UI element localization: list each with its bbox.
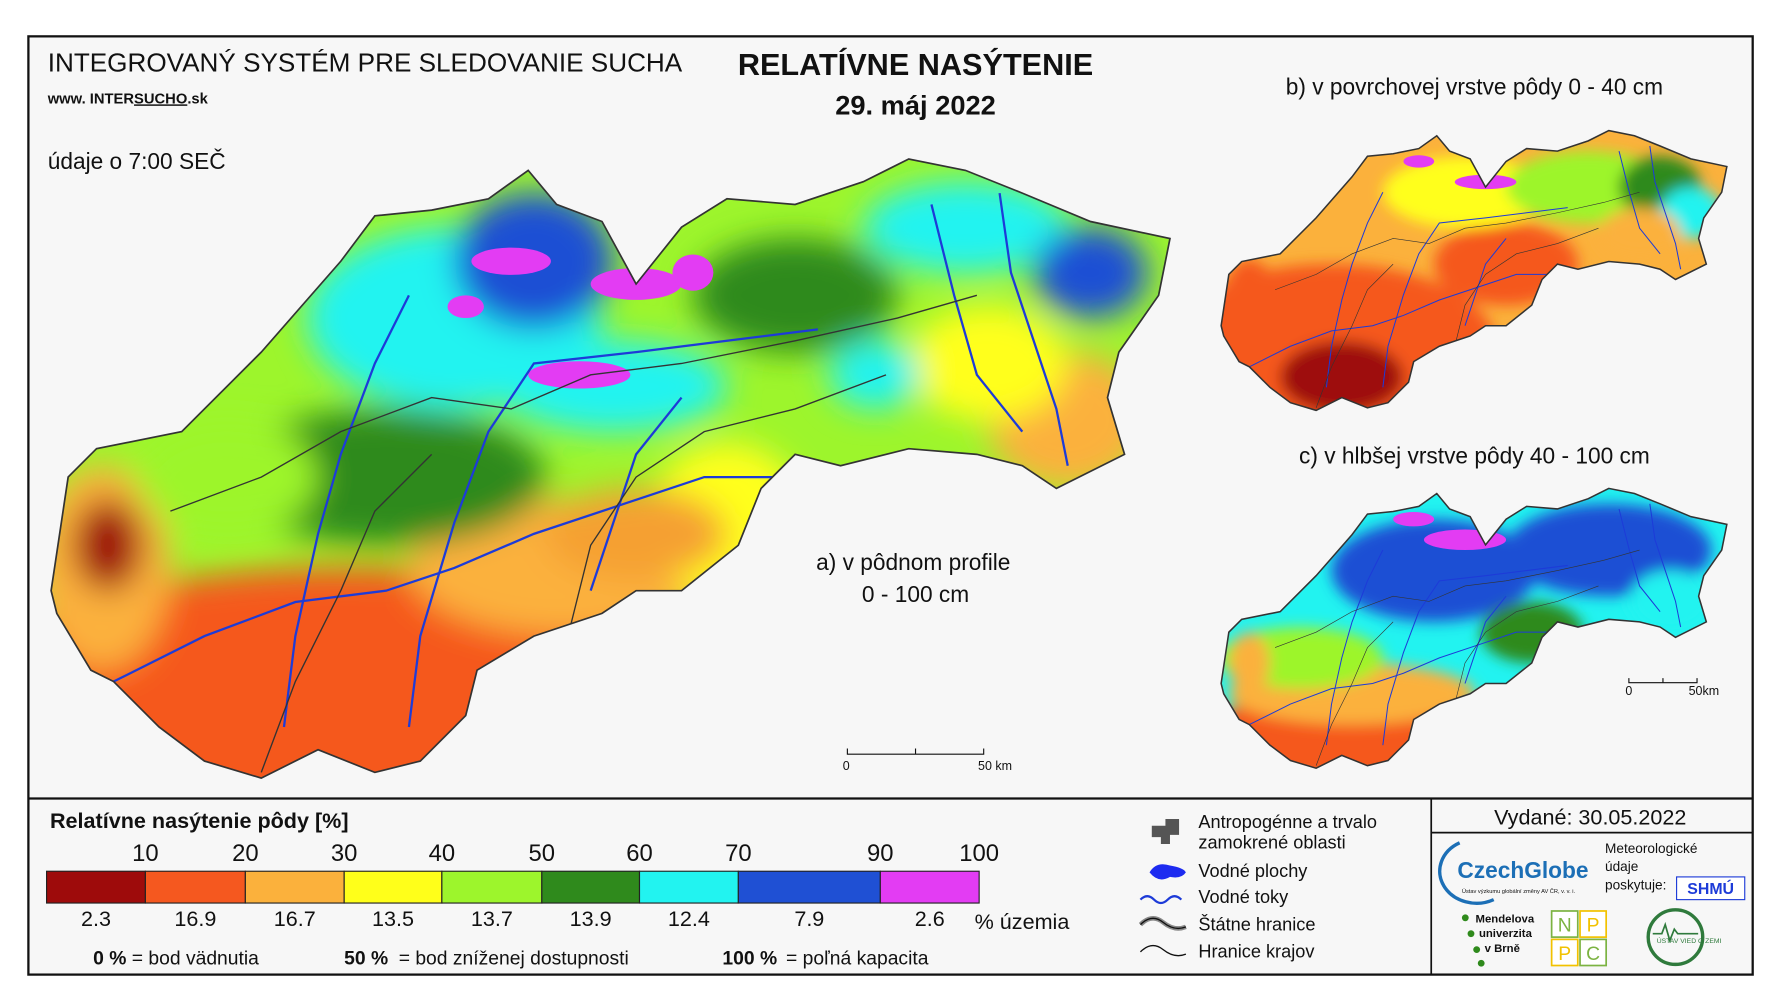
mendel-logo: v Brně bbox=[1485, 943, 1520, 955]
website-prefix: www. INTER bbox=[47, 91, 135, 107]
shmu-box bbox=[1676, 876, 1746, 901]
note-key: 100 % bbox=[722, 948, 777, 969]
legend-bound: 50 bbox=[529, 840, 556, 867]
legend-share: 2.3 bbox=[81, 906, 111, 931]
website-brand: SUCHO bbox=[134, 91, 187, 107]
legend-share: 2.6 bbox=[915, 906, 945, 931]
symbol-label: Antropogénne a trvalo bbox=[1198, 812, 1377, 832]
legend-swatch bbox=[737, 870, 881, 904]
logos: CzechGlobe Ústav výzkumu globální změny … bbox=[1438, 841, 1746, 967]
symbol-label: Vodné toky bbox=[1198, 887, 1289, 907]
nppc-letter: N bbox=[1558, 915, 1572, 936]
nppc-letter: P bbox=[1558, 944, 1571, 965]
legend-bound: 40 bbox=[429, 840, 456, 867]
czechglobe-subtitle: Ústav výzkumu globální změny AV ČR, v. v… bbox=[1462, 888, 1576, 895]
legend-swatch bbox=[638, 870, 739, 904]
legend-swatch bbox=[144, 870, 246, 904]
meteo-note: Meteorologické bbox=[1605, 841, 1697, 856]
meteo-note: údaje bbox=[1605, 859, 1638, 874]
nppc-cell bbox=[1579, 938, 1608, 967]
scale-bar bbox=[846, 748, 985, 755]
nppc-cell bbox=[1550, 938, 1579, 967]
czechglobe-arc bbox=[1438, 841, 1495, 905]
date: 29. máj 2022 bbox=[835, 90, 996, 121]
legend-swatch bbox=[244, 870, 345, 904]
note-text: = poľná kapacita bbox=[786, 948, 929, 969]
legend-share: 16.9 bbox=[174, 906, 216, 931]
scale-bar bbox=[1628, 678, 1698, 684]
mendel-logo: Mendelova bbox=[1476, 913, 1535, 925]
nppc-letter: P bbox=[1587, 915, 1600, 936]
legend-bound: 10 bbox=[132, 840, 159, 867]
uvz-ring bbox=[1646, 908, 1705, 967]
time-note: údaje o 7:00 SEČ bbox=[48, 148, 226, 174]
title: RELATÍVNE NASÝTENIE bbox=[738, 47, 1093, 82]
symbol-label: Štátne hranice bbox=[1198, 913, 1315, 934]
symbol-label: zamokrené oblasti bbox=[1198, 833, 1345, 853]
uvz-logo: ÚSTAV VIED O ZEMI bbox=[1657, 936, 1722, 945]
note-key: 50 % bbox=[344, 948, 388, 969]
legend-share: 13.5 bbox=[372, 906, 414, 931]
note-text: = bod zníženej dostupnosti bbox=[399, 948, 629, 969]
legend-bound: 70 bbox=[725, 840, 752, 867]
legend-share: 13.9 bbox=[570, 906, 612, 931]
legend-share: 16.7 bbox=[274, 906, 316, 931]
website: www. INTERSUCHO.sk bbox=[47, 91, 209, 107]
symbol-label: Hranice krajov bbox=[1198, 942, 1315, 962]
legend-bound: 90 bbox=[867, 840, 894, 867]
scale-label: 0 bbox=[843, 759, 850, 773]
map-a-label: 0 - 100 cm bbox=[862, 581, 969, 607]
map-a-label: a) v pôdnom profile bbox=[816, 549, 1010, 575]
share-unit: % územia bbox=[975, 909, 1070, 934]
legend-share: 13.7 bbox=[471, 906, 513, 931]
river-icon bbox=[1139, 895, 1183, 905]
legend-bound: 30 bbox=[331, 840, 358, 867]
system-name: INTEGROVANÝ SYSTÉM PRE SLEDOVANIE SUCHA bbox=[48, 48, 683, 78]
scale-label: 0 bbox=[1625, 684, 1632, 698]
water-icon bbox=[1149, 864, 1186, 880]
legend-bound: 20 bbox=[232, 840, 259, 867]
map-b-label: b) v povrchovej vrstve pôdy 0 - 40 cm bbox=[1286, 73, 1663, 99]
legend-swatch bbox=[46, 870, 146, 904]
issued-date: Vydané: 30.05.2022 bbox=[1494, 805, 1686, 830]
anthropogenic-icon bbox=[1151, 818, 1180, 844]
note-text: = bod vädnutia bbox=[132, 948, 259, 969]
website-suffix: .sk bbox=[187, 91, 208, 107]
note-key: 0 % bbox=[93, 948, 126, 969]
legend-share: 7.9 bbox=[794, 906, 824, 931]
legend-title: Relatívne nasýtenie pôdy [%] bbox=[50, 808, 349, 833]
legend-bound: 100 bbox=[959, 840, 999, 867]
region-border-icon bbox=[1139, 944, 1187, 957]
mendel-logo: univerzita bbox=[1479, 928, 1533, 940]
legend-share: 12.4 bbox=[668, 906, 710, 931]
symbol-label: Vodné plochy bbox=[1198, 861, 1308, 881]
nppc-logo: N PP C bbox=[1550, 910, 1608, 967]
nppc-letter: C bbox=[1586, 944, 1600, 965]
scale-label: 50km bbox=[1689, 684, 1720, 698]
czechglobe-logo: CzechGlobe bbox=[1457, 857, 1588, 883]
meteo-note: poskytuje: bbox=[1605, 877, 1666, 892]
nppc-cell bbox=[1579, 910, 1608, 938]
legend-swatch bbox=[541, 870, 641, 904]
symbol-legend: Antropogénne a trvalo zamokrené oblasti … bbox=[1138, 812, 1377, 962]
shmu-logo: SHMÚ bbox=[1687, 879, 1734, 898]
legend-swatch bbox=[441, 870, 543, 904]
legend-bound: 60 bbox=[626, 840, 653, 867]
legend-swatch bbox=[879, 870, 980, 904]
legend-swatch bbox=[343, 870, 443, 904]
scale-label: 50 km bbox=[978, 759, 1012, 773]
legend: Relatívne nasýtenie pôdy [%] % územia 2.… bbox=[46, 808, 1070, 969]
map-c-label: c) v hlbšej vrstve pôdy 40 - 100 cm bbox=[1299, 442, 1650, 468]
nppc-cell bbox=[1550, 910, 1579, 938]
